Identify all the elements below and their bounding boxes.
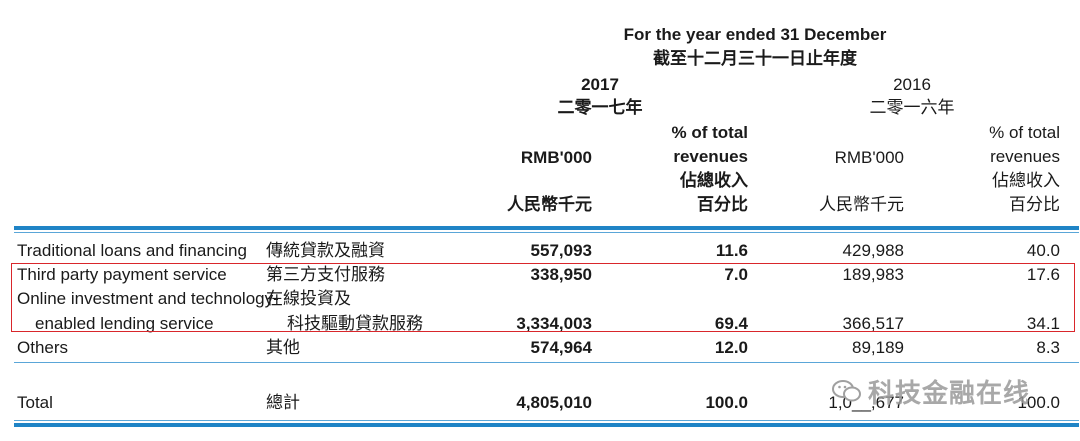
row-value-2017: 3,334,003 [516, 314, 592, 333]
row-label-zh: 其他 [266, 338, 300, 357]
row-pct-2017: 11.6 [715, 241, 748, 260]
period-title-zh: 截至十二月三十一日止年度 [653, 49, 857, 68]
year-2016: 2016 [893, 75, 931, 94]
row-pct-2017: 12.0 [714, 338, 748, 357]
total-rule [14, 362, 1079, 363]
row-value-2017: 574,964 [530, 338, 592, 357]
row-pct-2016: 17.6 [1026, 265, 1060, 284]
watermark-text: 科技金融在线 [868, 378, 1031, 408]
col-pct-2016-zh2: 百分比 [1009, 195, 1060, 214]
row-pct-2016: 8.3 [1036, 338, 1060, 357]
row-label-en-line2: enabled lending service [35, 314, 214, 333]
row-label-zh: 第三方支付服務 [266, 265, 385, 284]
row-pct-2017: 7.0 [724, 265, 748, 284]
year-2016-zh: 二零一六年 [869, 98, 955, 117]
row-pct-2016: 34.1 [1026, 314, 1060, 333]
row-value-2016: 366,517 [842, 314, 904, 333]
row-pct-2017: 69.4 [714, 314, 748, 333]
period-title-en: For the year ended 31 December [623, 25, 887, 44]
row-value-2016: 89,189 [852, 338, 904, 357]
highlight-box [11, 263, 1075, 332]
col-pct-2017-zh1: 佔總收入 [680, 171, 748, 190]
year-2017-zh: 二零一七年 [557, 98, 643, 117]
col-rmb-2016: RMB'000 [834, 148, 904, 167]
row-value-2016: 429,988 [842, 241, 904, 260]
col-rmb-zh-2016: 人民幣千元 [819, 195, 904, 214]
row-label-zh-line2: 科技驅動貸款服務 [287, 314, 423, 333]
total-label-en: Total [17, 393, 53, 412]
col-rmb-zh-2017: 人民幣千元 [507, 195, 592, 214]
row-label-en: Online investment and technology- [17, 289, 279, 308]
total-value-2017: 4,805,010 [516, 393, 592, 412]
row-label-en: Third party payment service [17, 265, 227, 284]
header-rule-thin [14, 232, 1079, 233]
bottom-rule [14, 423, 1079, 427]
wechat-icon [832, 380, 861, 402]
col-pct-2017-line2: revenues [673, 147, 748, 166]
bottom-rule-thin [14, 420, 1079, 421]
row-label-en: Traditional loans and financing [17, 241, 247, 260]
row-label-en: Others [17, 338, 69, 357]
col-rmb-2017: RMB'000 [520, 148, 592, 167]
col-pct-2016-zh1: 佔總收入 [992, 171, 1060, 190]
row-label-zh: 傳統貸款及融資 [266, 241, 385, 260]
row-pct-2016: 40.0 [1026, 241, 1060, 260]
row-value-2017: 557,093 [530, 241, 592, 260]
col-pct-2017-zh2: 百分比 [697, 195, 748, 214]
row-value-2016: 189,983 [842, 265, 904, 284]
header-rule [14, 226, 1079, 230]
row-value-2017: 338,950 [530, 265, 592, 284]
total-pct-2016: 100.0 [1017, 393, 1060, 412]
row-label-zh: 在線投資及 [266, 289, 351, 308]
col-pct-2016-line1: % of total [989, 123, 1060, 142]
col-pct-2017-line1: % of total [671, 123, 749, 142]
col-pct-2016-line2: revenues [990, 147, 1060, 166]
year-2017: 2017 [581, 75, 619, 94]
total-label-zh: 總計 [266, 393, 300, 412]
total-pct-2017: 100.0 [705, 393, 748, 412]
